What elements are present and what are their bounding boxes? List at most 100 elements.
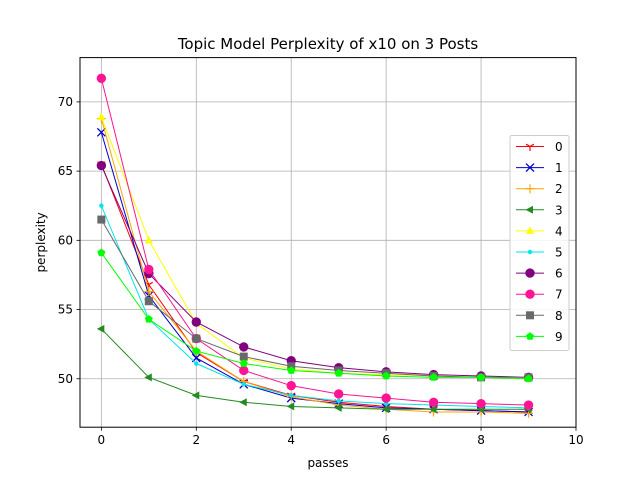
legend-marker [526, 226, 534, 234]
data-point [429, 405, 437, 414]
legend-entry: 8 [516, 309, 563, 323]
legend-label: 6 [555, 267, 563, 281]
legend-marker [525, 268, 535, 278]
series-line [100, 118, 529, 414]
data-point [524, 374, 533, 383]
series-7 [96, 73, 534, 410]
data-point [523, 400, 534, 410]
data-point [96, 160, 107, 171]
y-tick-label: 65 [58, 164, 73, 178]
series-layer [96, 73, 534, 418]
legend-label: 7 [555, 288, 563, 302]
x-tick-label: 8 [477, 433, 485, 447]
legend-marker [526, 311, 534, 320]
series-9 [97, 248, 533, 383]
legend-label: 8 [555, 309, 563, 323]
legend-marker [525, 205, 533, 214]
x-axis-label: passes [307, 456, 348, 470]
data-point [96, 73, 107, 84]
x-tick-label: 6 [382, 433, 390, 447]
series-3 [96, 324, 532, 414]
legend-marker [525, 184, 535, 194]
x-tick-label: 0 [98, 433, 106, 447]
data-point [239, 398, 247, 407]
legend-marker [526, 332, 534, 340]
x-tick-label: 4 [287, 433, 295, 447]
y-tick-label: 50 [58, 372, 73, 386]
x-tick-label: 10 [568, 433, 583, 447]
legend-entry: 3 [516, 203, 563, 217]
data-point [286, 402, 295, 411]
data-point [428, 397, 439, 407]
data-point [241, 382, 246, 387]
data-point [97, 112, 106, 121]
data-point [287, 366, 296, 374]
x-tick-label: 2 [192, 433, 200, 447]
legend-box [509, 135, 570, 351]
series-line [101, 328, 529, 410]
chart-title: Topic Model Perplexity of x10 on 3 Posts [177, 35, 479, 53]
data-point [192, 346, 201, 355]
data-point [334, 369, 343, 377]
legend-label: 1 [555, 161, 563, 175]
data-point [144, 264, 154, 275]
legend: 0 1 2 3 4 5 6 7 8 9 [509, 135, 570, 351]
data-point [99, 203, 104, 208]
series-line [100, 219, 529, 378]
legend-label: 4 [555, 224, 563, 238]
data-point [96, 324, 105, 333]
data-point [144, 297, 153, 306]
legend-entry: 4 [516, 224, 563, 238]
legend-label: 9 [555, 330, 563, 344]
legend-entry: 0 [516, 140, 563, 154]
y-tick-label: 55 [58, 303, 73, 317]
data-point [381, 405, 390, 414]
data-point [239, 352, 248, 361]
data-point [144, 287, 154, 297]
legend-marker [527, 249, 533, 255]
data-point [239, 359, 248, 367]
series-line [100, 165, 529, 378]
data-point [192, 334, 201, 343]
data-point [239, 365, 249, 376]
series-line [100, 205, 529, 409]
data-point [382, 371, 391, 380]
series-line [100, 252, 529, 380]
data-point [286, 380, 296, 391]
series-line [100, 78, 529, 406]
data-point [144, 373, 152, 382]
data-point [381, 393, 391, 403]
legend-label: 2 [555, 182, 563, 196]
legend-entry: 6 [516, 267, 563, 281]
data-point [476, 398, 486, 409]
data-point [477, 373, 486, 381]
data-point [97, 248, 106, 257]
plot-frame [79, 57, 577, 428]
data-point [334, 403, 342, 412]
legend-marker [525, 143, 535, 151]
legend-entry: 9 [516, 330, 563, 344]
legend-entry: 5 [516, 246, 563, 260]
data-point [191, 391, 200, 400]
legend-label: 3 [555, 203, 563, 217]
data-point [144, 315, 153, 323]
data-point [429, 373, 438, 381]
data-point [239, 342, 249, 352]
legend-entry: 7 [516, 288, 563, 302]
legend-label: 5 [555, 246, 563, 260]
legend-entry: 1 [516, 161, 563, 175]
data-point [289, 393, 294, 398]
data-point [194, 361, 199, 366]
data-point [191, 317, 201, 327]
legend-marker [525, 163, 535, 173]
legend-marker [525, 289, 535, 299]
data-point [97, 215, 106, 224]
data-point [144, 235, 153, 244]
y-tick-label: 70 [58, 95, 73, 109]
y-axis-label: perplexity [34, 212, 48, 272]
legend-label: 0 [555, 140, 563, 154]
legend-entry: 2 [516, 182, 563, 196]
